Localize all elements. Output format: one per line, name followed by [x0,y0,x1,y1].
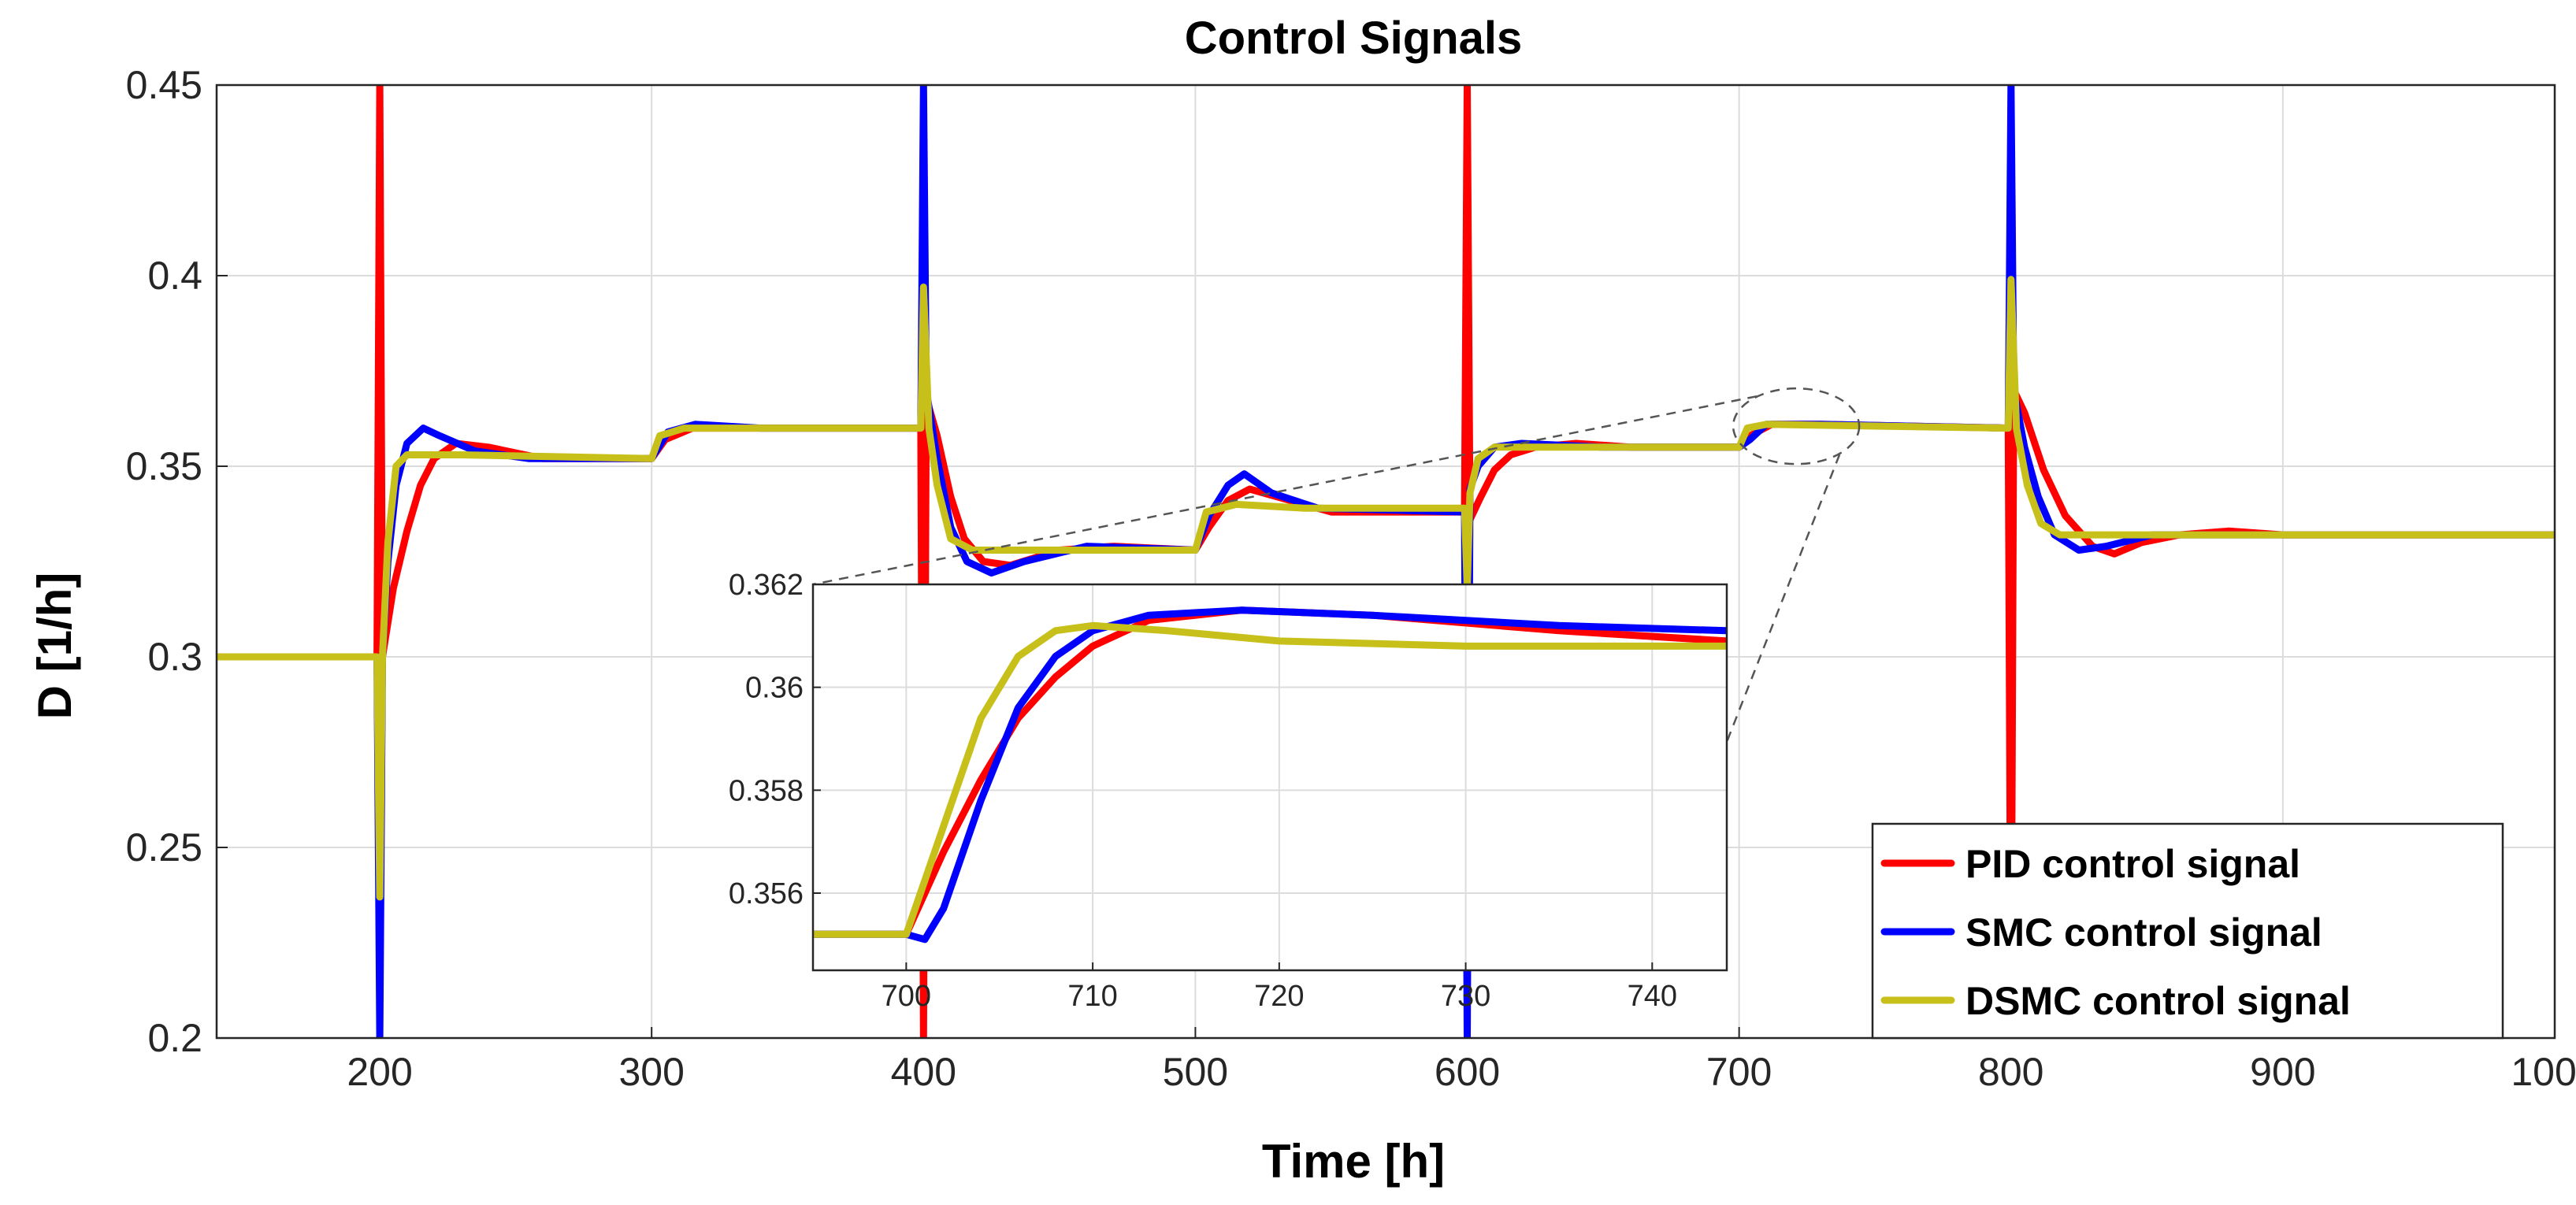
zoom-ellipse [1732,387,1861,465]
inset-series-lines [813,606,1727,944]
inset-y-tick-label: 0.358 [729,774,804,807]
axes-frame [215,83,2556,1040]
series-line-smc-control-signal [217,85,2555,1038]
y-axis-label: D [1/h] [28,573,81,720]
inset-y-tick-label: 0.36 [745,672,804,705]
legend-entry-dsmc-control-signal: DSMC control signal [1965,979,2351,1023]
inset-frame [811,583,1728,972]
inset-series-line-dsmc-control-signal [813,621,1727,938]
y-tick-label: 0.45 [126,63,202,107]
inset-x-tick-label: 710 [1067,980,1117,1013]
y-tick-label: 0.3 [147,635,202,679]
x-tick-label: 500 [1163,1050,1228,1094]
inset-axes: 700 710 720 730 740 0.356 0.358 0.36 0.362 [729,569,1728,1013]
legend-entry-pid-control-signal: PID control signal [1965,842,2300,886]
inset-x-tick-label: 700 [882,980,931,1013]
inset-x-tick-label: 720 [1254,980,1304,1013]
inset-y-tick-label: 0.362 [729,569,804,602]
x-tick-label: 400 [891,1050,956,1094]
x-axis-label: Time [h] [1262,1135,1445,1188]
inset-series-line-smc-control-signal [813,606,1727,944]
y-tick-label: 0.2 [147,1016,202,1060]
y-tick-label: 0.35 [126,444,202,488]
series-lines [217,85,2555,1038]
x-tick-label: 200 [347,1050,412,1094]
series-line-pid-control-signal [217,85,2555,1038]
inset-y-tick-label: 0.356 [729,877,804,910]
x-tick-label: 300 [618,1050,684,1094]
x-tick-label: 600 [1435,1050,1500,1094]
zoom-indicator [812,387,1861,743]
x-tick-label: 800 [1978,1050,2043,1094]
series-line-dsmc-control-signal [217,276,2555,901]
chart-title: Control Signals [1185,13,1523,64]
legend-box [1871,822,2504,1040]
zoom-connector-line [1725,454,1841,743]
inset-x-tick-label: 730 [1441,980,1490,1013]
y-tick-label: 0.4 [147,254,202,298]
zoom-connector-line [812,395,1758,586]
legend-entry-smc-control-signal: SMC control signal [1965,910,2322,955]
legend: PID control signal SMC control signal DSMC… [1871,822,2504,1040]
y-tick-label: 0.25 [126,825,202,869]
x-tick-label: 900 [2250,1050,2315,1094]
x-tick-label: 700 [1706,1050,1772,1094]
inset-x-tick-label: 740 [1628,980,1677,1013]
